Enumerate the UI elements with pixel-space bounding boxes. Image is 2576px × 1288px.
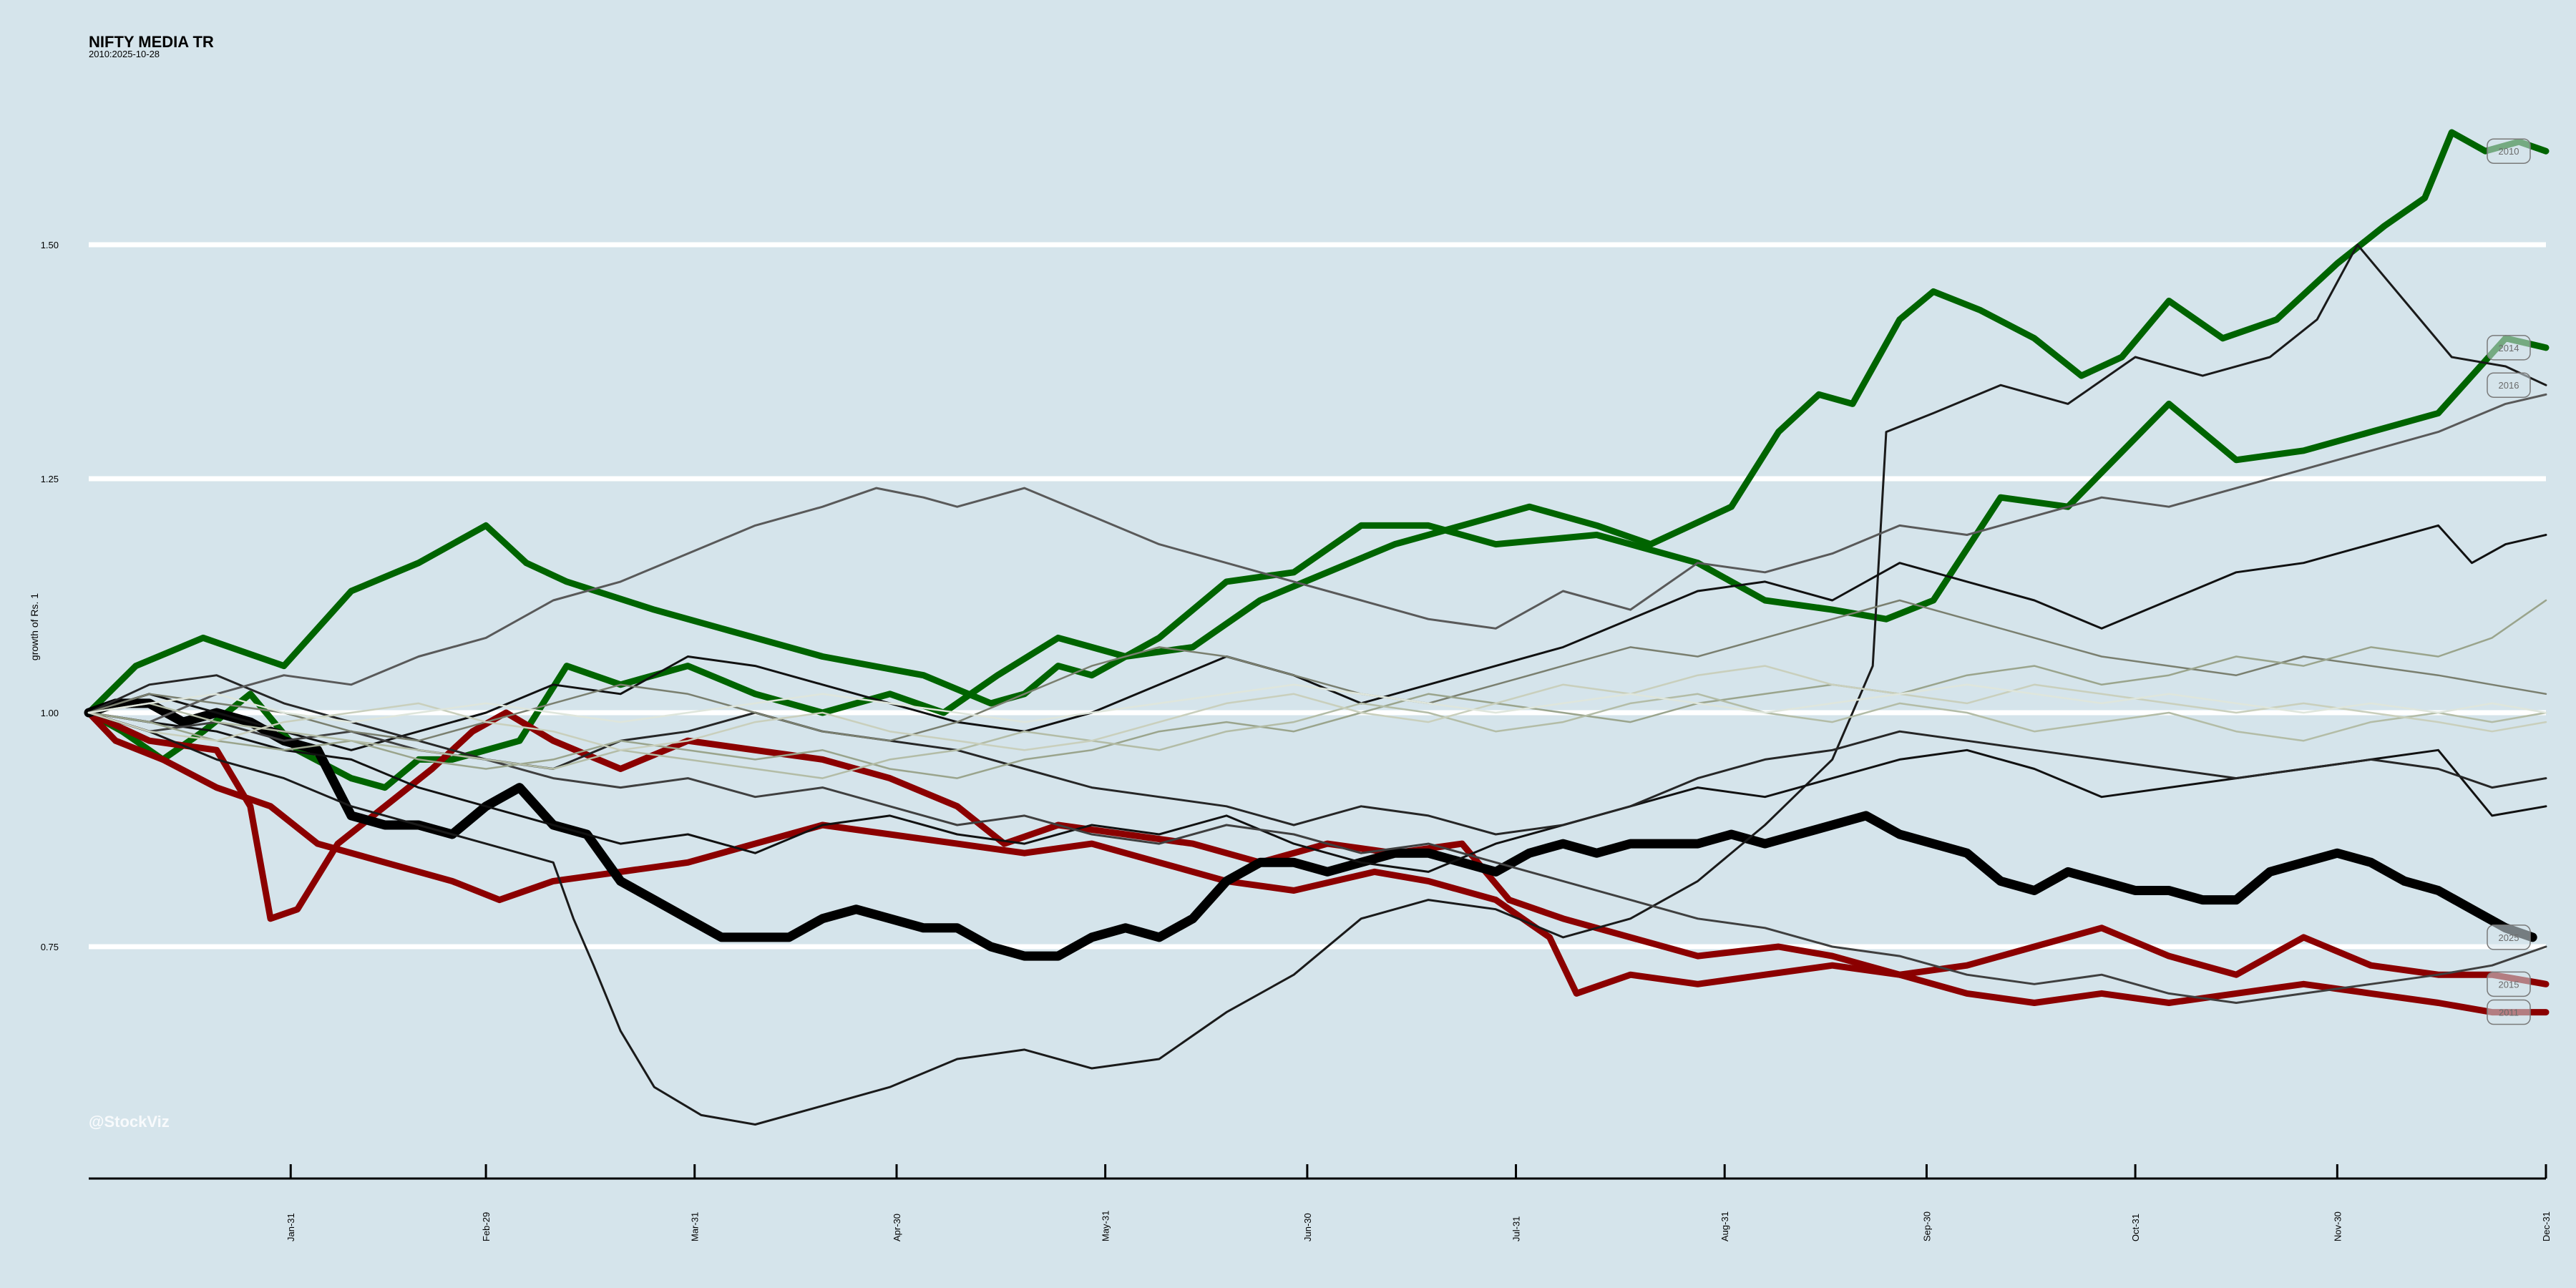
x-tick-labels: Jan-31 Feb-29 Mar-31 Apr-30 May-31 Jun-30 Jul-… xyxy=(286,1211,2552,1241)
x-tick-label: Apr-30 xyxy=(892,1214,902,1241)
x-tick-label: Nov-30 xyxy=(2332,1211,2343,1241)
end-label-text: 2015 xyxy=(2499,979,2519,990)
series-line-2016 xyxy=(87,243,2547,1126)
end-label-2016: 2016 xyxy=(2487,372,2531,398)
series-line-2010 xyxy=(85,129,2550,791)
end-label-text: 2011 xyxy=(2499,1008,2519,1018)
x-tick-label: Jun-30 xyxy=(1302,1213,1313,1241)
x-tick-label: Oct-31 xyxy=(2130,1214,2141,1241)
y-axis-label: growth of Rs. 1 xyxy=(29,593,40,660)
series-line-2013 xyxy=(87,599,2547,779)
end-label-box xyxy=(2487,138,2531,164)
end-label-text: 2025 xyxy=(2499,932,2519,943)
x-tick-label: Jul-31 xyxy=(1511,1216,1522,1241)
y-tick-labels: 0.75 1.00 1.25 1.50 xyxy=(41,240,59,952)
end-label-box xyxy=(2487,924,2531,950)
series-line-2011 xyxy=(85,709,2550,1016)
series-line-2015 xyxy=(85,709,2550,987)
y-tick-label: 0.75 xyxy=(41,942,59,952)
end-label-box xyxy=(2487,335,2531,361)
series-line-2018 xyxy=(87,711,2547,873)
end-label-box xyxy=(2487,372,2531,398)
y-tick-label: 1.50 xyxy=(41,240,59,250)
x-tick-label: Feb-29 xyxy=(481,1212,492,1241)
chart-subtitle: 2010:2025-10-28 xyxy=(89,49,160,59)
x-tick-label: Mar-31 xyxy=(690,1212,701,1241)
series-line-2023 xyxy=(87,665,2547,751)
series-line-2022 xyxy=(87,711,2547,1004)
series-line-2014 xyxy=(85,335,2550,716)
x-tick-label: Jan-31 xyxy=(286,1213,296,1241)
series-line-2020 xyxy=(87,693,2547,779)
x-tick-label: May-31 xyxy=(1101,1211,1111,1241)
y-tick-label: 1.00 xyxy=(41,708,59,718)
gridlines xyxy=(89,242,2546,950)
x-tick-label: Sep-30 xyxy=(1921,1211,1932,1241)
series-line-2012 xyxy=(87,599,2547,742)
series-line-2025 xyxy=(84,698,2537,961)
end-label-box xyxy=(2487,999,2531,1025)
chart-title: NIFTY MEDIA TR xyxy=(89,33,214,51)
end-label-2010: 2010 xyxy=(2487,138,2531,164)
x-tick-label: Dec-31 xyxy=(2541,1211,2552,1241)
watermark: @StockViz xyxy=(89,1113,170,1131)
end-label-2014: 2014 xyxy=(2487,335,2531,361)
end-label-2011: 2011 xyxy=(2487,999,2531,1025)
end-label-text: 2010 xyxy=(2499,146,2519,157)
y-tick-label: 1.25 xyxy=(41,474,59,484)
end-label-text: 2016 xyxy=(2499,380,2519,391)
end-label-2025: 2025 xyxy=(2487,924,2531,950)
end-label-box xyxy=(2487,971,2531,997)
x-tick-marks xyxy=(289,1164,2547,1179)
series-line-2021 xyxy=(87,393,2547,723)
end-labels: 2014 2010 2011 2015 2025 2016 xyxy=(2487,138,2531,1025)
end-label-text: 2014 xyxy=(2499,343,2519,353)
x-tick-label: Aug-31 xyxy=(1719,1211,1730,1241)
series-layer xyxy=(84,129,2550,1126)
series-line-2024 xyxy=(87,683,2547,723)
end-label-2015: 2015 xyxy=(2487,971,2531,997)
